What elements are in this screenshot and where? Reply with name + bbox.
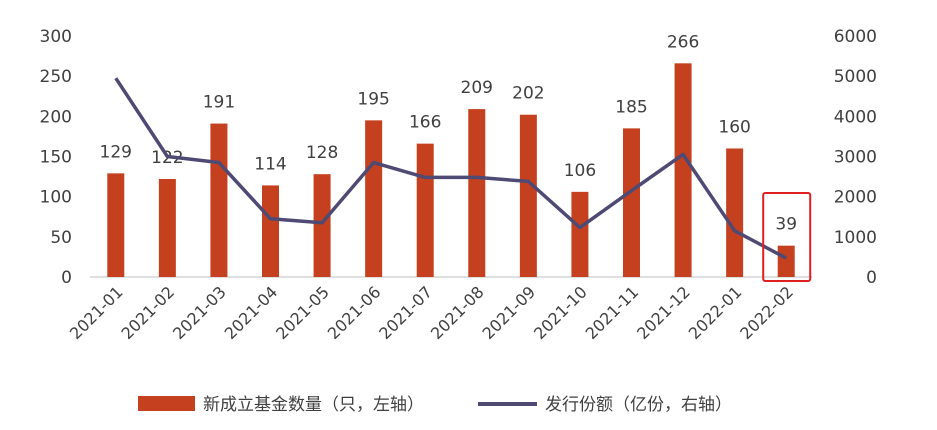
bar-data-label: 191 <box>203 93 235 113</box>
bar-data-label: 209 <box>461 78 493 98</box>
bar-data-label: 202 <box>512 84 544 104</box>
bar-data-label: 106 <box>564 161 596 181</box>
bar-data-label: 128 <box>306 143 338 163</box>
y-right-tick-label: 2000 <box>834 188 877 208</box>
y-right-tick-label: 6000 <box>834 27 877 47</box>
y-left-tick-label: 0 <box>61 268 72 288</box>
bar <box>262 185 279 277</box>
x-tick-label: 2021-03 <box>169 282 230 343</box>
bar-data-label: 114 <box>254 154 286 174</box>
y-left-tick-label: 100 <box>40 188 72 208</box>
x-tick-label: 2021-05 <box>272 282 333 343</box>
bar <box>726 148 744 277</box>
x-tick-label: 2021-08 <box>427 282 488 343</box>
x-tick-label: 2021-11 <box>582 282 643 343</box>
line-series <box>114 77 788 260</box>
bar <box>416 143 434 277</box>
y-left-tick-label: 250 <box>40 67 72 87</box>
bar <box>210 123 228 278</box>
bar <box>365 120 383 277</box>
x-tick-label: 2021-09 <box>478 282 539 343</box>
legend-line-label: 发行份额（亿份，右轴） <box>545 395 732 415</box>
bar-data-label: 166 <box>409 113 441 133</box>
y-right-tick-label: 3000 <box>834 148 877 168</box>
x-tick-label: 2021-07 <box>375 282 436 343</box>
y-right-tick-label: 0 <box>866 268 877 288</box>
legend-bar-label: 新成立基金数量（只，左轴） <box>203 395 424 415</box>
legend-bar-swatch <box>138 396 195 411</box>
x-tick-label: 2021-12 <box>633 282 694 343</box>
x-tick-label: 2021-04 <box>221 282 282 343</box>
bar-data-label: 195 <box>357 89 389 109</box>
x-tick-label: 2022-01 <box>685 282 746 343</box>
y-right-tick-label: 5000 <box>834 67 877 87</box>
x-tick-label: 2021-06 <box>324 282 385 343</box>
bar <box>107 173 125 277</box>
bar-data-label: 266 <box>667 32 699 52</box>
bar <box>519 114 537 277</box>
y-left-tick-label: 300 <box>40 27 72 47</box>
y-left-tick-label: 200 <box>40 107 72 127</box>
bar <box>313 174 331 277</box>
x-tick-label: 2021-02 <box>117 282 178 343</box>
bar-data-label: 160 <box>718 117 750 137</box>
bar-data-label: 185 <box>615 97 647 117</box>
x-tick-label: 2022-02 <box>736 282 797 343</box>
x-tick-label: 2021-01 <box>66 282 127 343</box>
y-right-tick-label: 4000 <box>834 107 877 127</box>
y-left-tick-label: 50 <box>50 228 72 248</box>
bar <box>777 245 795 277</box>
bar <box>623 128 640 277</box>
bar <box>158 178 176 277</box>
x-tick-label: 2021-10 <box>530 282 591 343</box>
y-left-tick-label: 150 <box>40 148 72 168</box>
bar <box>674 63 692 278</box>
bar <box>468 109 486 277</box>
y-right-tick-label: 1000 <box>834 228 877 248</box>
highlight-box <box>762 192 812 282</box>
bar <box>571 191 589 277</box>
bar-data-label: 129 <box>100 142 132 162</box>
bar-data-label: 39 <box>775 215 797 235</box>
